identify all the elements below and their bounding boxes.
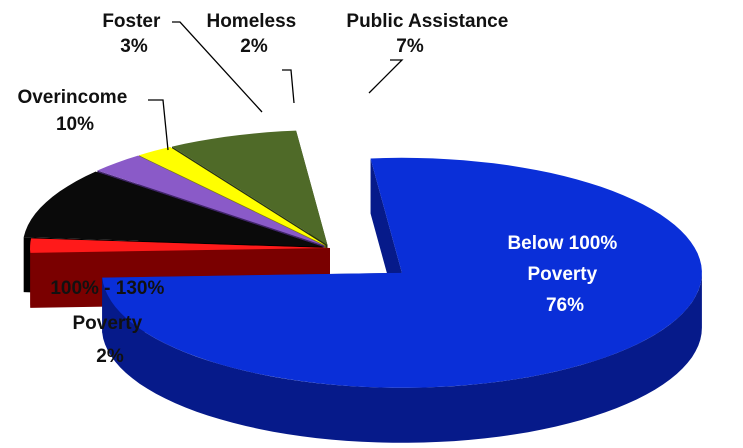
slice-top-overincome <box>23 171 323 247</box>
slice-top-r100_130 <box>30 238 330 253</box>
label-100-130-poverty: 100% - 130% Poverty 2% <box>50 278 169 367</box>
slice-below100 <box>102 157 702 443</box>
leader-overincome <box>148 99 169 151</box>
slice-top-homeless <box>139 147 326 246</box>
leader-homeless <box>282 69 295 104</box>
slices-layer <box>23 130 702 443</box>
label-overincome: Overincome 10% <box>17 87 132 135</box>
label-below-100-poverty: Below 100% Poverty 76% <box>507 233 622 316</box>
label-public-assistance: Public Assistance 7% <box>346 11 513 57</box>
leader-public <box>368 59 404 94</box>
slice-top-foster <box>97 155 325 246</box>
label-foster: Foster 3% <box>102 11 165 57</box>
slice-rim-below100-0 <box>102 272 702 443</box>
leader-foster <box>172 21 263 113</box>
data-labels: Foster 3% Homeless 2% Public Assistance … <box>17 11 622 367</box>
slice-top-public <box>172 130 328 245</box>
label-homeless: Homeless 2% <box>206 11 301 57</box>
slice-top-below100 <box>102 157 702 388</box>
leader-lines <box>148 21 404 151</box>
